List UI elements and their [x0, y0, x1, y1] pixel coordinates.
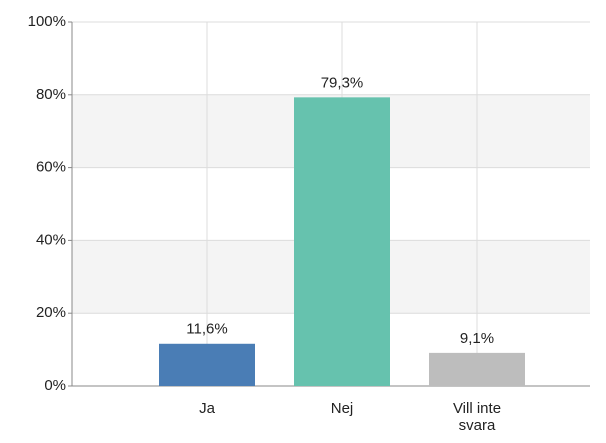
y-tick-label: 80%: [36, 86, 66, 103]
bar: [429, 352, 525, 386]
y-tick-label: 0%: [44, 377, 66, 394]
x-tick-label: Nej: [330, 400, 354, 417]
value-label: 11,6%: [186, 321, 227, 338]
y-tick-label: 60%: [36, 159, 66, 176]
value-label: 79,3%: [321, 74, 364, 91]
y-tick-label: 100%: [28, 13, 66, 30]
x-tick-label: Ja: [199, 400, 215, 417]
y-tick-label: 20%: [36, 304, 66, 321]
bar: [294, 97, 390, 387]
y-tick-label: 40%: [36, 231, 66, 248]
x-tick-label: Vill inte svara: [452, 400, 502, 434]
value-label: 9,1%: [460, 330, 494, 347]
bar: [159, 343, 255, 386]
